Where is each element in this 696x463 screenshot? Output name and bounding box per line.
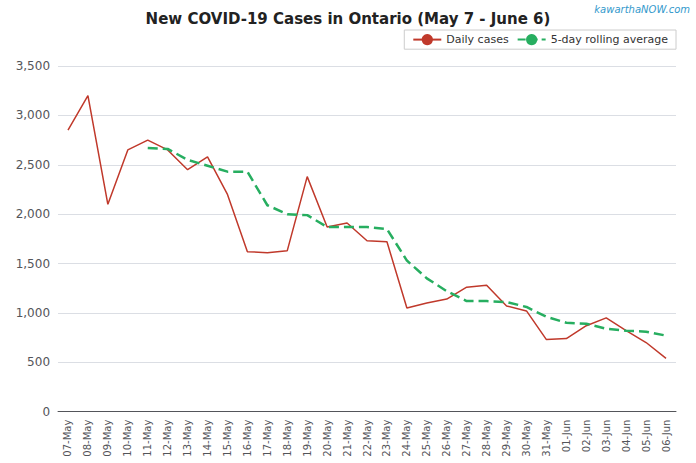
svg-text:kawarthaNOW.com: kawarthaNOW.com: [594, 4, 690, 15]
svg-text:0: 0: [42, 405, 50, 419]
svg-text:1,500: 1,500: [16, 257, 50, 271]
svg-text:09-May: 09-May: [102, 420, 113, 457]
svg-text:05-Jun: 05-Jun: [641, 420, 652, 453]
svg-text:Daily cases: Daily cases: [446, 33, 509, 46]
svg-text:25-May: 25-May: [421, 420, 432, 457]
svg-text:1,000: 1,000: [16, 306, 50, 320]
svg-text:13-May: 13-May: [182, 420, 193, 457]
svg-text:20-May: 20-May: [322, 420, 333, 457]
svg-text:23-May: 23-May: [381, 420, 392, 457]
svg-text:06-Jun: 06-Jun: [661, 420, 672, 453]
svg-text:21-May: 21-May: [342, 420, 353, 457]
svg-text:15-May: 15-May: [222, 420, 233, 457]
svg-text:04-Jun: 04-Jun: [621, 420, 632, 453]
svg-text:14-May: 14-May: [202, 420, 213, 457]
svg-text:3,500: 3,500: [16, 59, 50, 73]
svg-text:12-May: 12-May: [162, 420, 173, 457]
svg-text:08-May: 08-May: [82, 420, 93, 457]
svg-text:24-May: 24-May: [401, 420, 412, 457]
svg-text:2,000: 2,000: [16, 207, 50, 221]
svg-text:2,500: 2,500: [16, 158, 50, 172]
svg-text:5-day rolling average: 5-day rolling average: [551, 33, 669, 46]
svg-text:26-May: 26-May: [441, 420, 452, 457]
svg-text:17-May: 17-May: [262, 420, 273, 457]
svg-text:500: 500: [27, 355, 50, 369]
svg-text:3,000: 3,000: [16, 108, 50, 122]
svg-text:10-May: 10-May: [122, 420, 133, 457]
svg-text:27-May: 27-May: [461, 420, 472, 457]
svg-text:22-May: 22-May: [362, 420, 373, 457]
svg-text:18-May: 18-May: [282, 420, 293, 457]
svg-text:29-May: 29-May: [501, 420, 512, 457]
svg-text:07-May: 07-May: [62, 420, 73, 457]
svg-text:19-May: 19-May: [302, 420, 313, 457]
svg-text:02-Jun: 02-Jun: [581, 420, 592, 453]
svg-text:30-May: 30-May: [521, 420, 532, 457]
svg-text:01-Jun: 01-Jun: [561, 420, 572, 453]
svg-text:31-May: 31-May: [541, 420, 552, 457]
svg-text:New COVID-19 Cases in Ontario: New COVID-19 Cases in Ontario (May 7 - J…: [146, 10, 551, 28]
svg-text:16-May: 16-May: [242, 420, 253, 457]
svg-text:28-May: 28-May: [481, 420, 492, 457]
svg-text:03-Jun: 03-Jun: [601, 420, 612, 453]
svg-text:11-May: 11-May: [142, 420, 153, 457]
